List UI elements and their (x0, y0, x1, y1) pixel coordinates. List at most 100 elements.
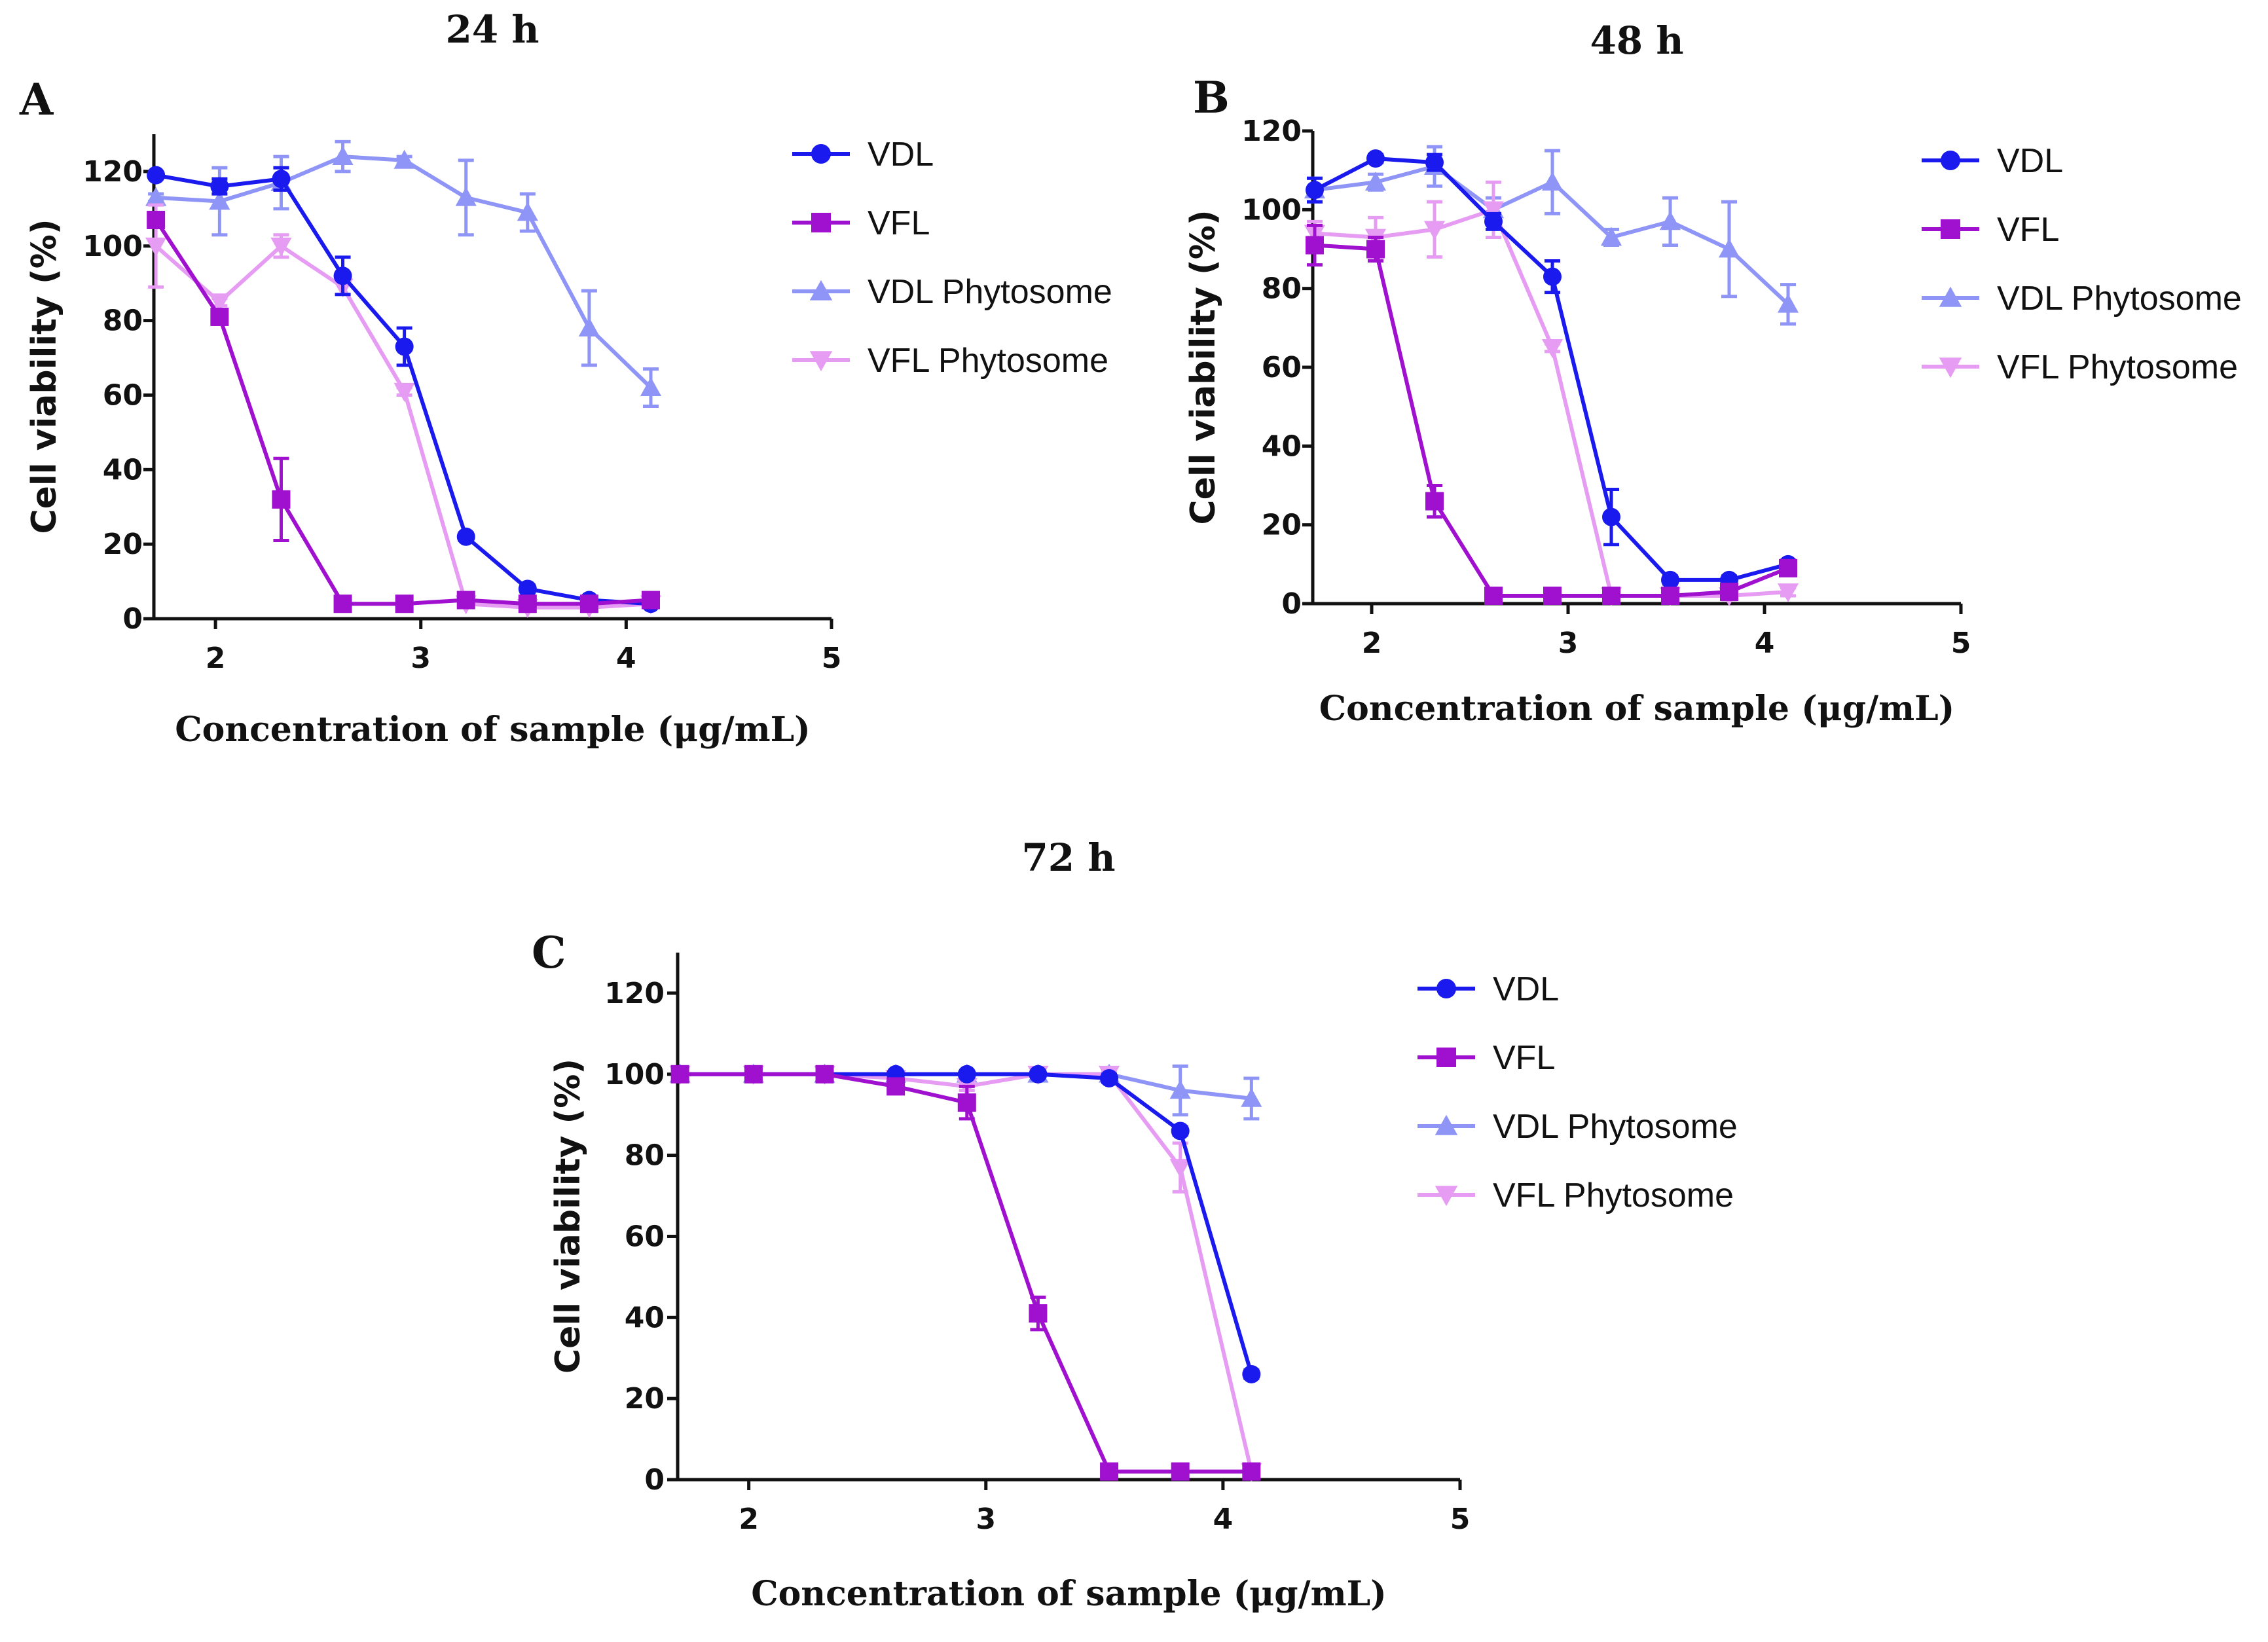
panel-b-legend-item: VDL Phytosome (1922, 280, 2242, 318)
panel-b-series-vfl-point (1543, 586, 1562, 605)
panel-c-series-vfl-point (744, 1065, 763, 1084)
panel-c-series-vfl-point (1100, 1462, 1119, 1481)
panel-b-legend-label: VDL Phytosome (1997, 280, 2242, 318)
panel-c-series-vfl-point (957, 1093, 976, 1112)
panel-c-y-tick-label: 80 (625, 1139, 665, 1173)
panel-c-series-vdl-point (1100, 1068, 1119, 1087)
panel-c-y-tick-label: 60 (625, 1220, 665, 1253)
panel-b-x-axis-label: Concentration of sample (μg/mL) (1319, 689, 1955, 729)
panel-c-series-vfl-point (1242, 1462, 1261, 1481)
panel-b-series-vfl (1306, 223, 1797, 605)
panel-a-series-vfl-point (456, 591, 475, 610)
panel-c-series-vdl-point (957, 1065, 976, 1084)
panel-a-legend-marker (809, 351, 833, 372)
panel-a-series-vdl-phytosome (145, 139, 662, 409)
panel-b-y-tick-label: 60 (1262, 351, 1302, 384)
panel-b-legend-marker (1939, 357, 1962, 378)
panel-a-series-vdl-point (210, 177, 229, 196)
panel-c-y-tick-label: 100 (604, 1058, 665, 1091)
panel-a-series-vdl-phytosome-point (145, 187, 167, 206)
panel-b-y-tick-label: 80 (1262, 272, 1302, 306)
panel-a-series-vfl-phytosome-point (209, 293, 230, 313)
panel-a-legend-label: VFL Phytosome (868, 342, 1108, 380)
panel-a: 24 h A 0 20 40 60 80 100 120 2 3 4 5 Concentration of… (19, 7, 1112, 750)
panel-b-series-vdl-line (1313, 156, 1789, 582)
panel-b-series-vfl-phytosome-point (1423, 221, 1446, 240)
panel-c-series-vfl-phytosome-line (680, 1072, 1254, 1472)
panel-c-x-axis-label: Concentration of sample (μg/mL) (751, 1574, 1387, 1614)
panel-b-y-tick-label: 0 (1281, 587, 1302, 621)
panel-b-series-vdl-point (1306, 181, 1324, 200)
panel-c-title: 72 h (1021, 835, 1115, 880)
panel-a-y-tick-label: 120 (82, 155, 143, 189)
panel-c-legend-item: VDL (1418, 970, 1559, 1008)
panel-b-series-vdl-point (1602, 507, 1620, 526)
panel-a-series-vfl-phytosome-point (393, 382, 415, 402)
panel-b-legend-marker (1941, 151, 1960, 170)
panel-c-series-vfl-point (815, 1065, 834, 1084)
panel-a-series-vfl-point (518, 594, 537, 613)
panel-c-series-vfl-point (670, 1065, 689, 1084)
panel-c-series-vfl-phytosome-point (1169, 1159, 1191, 1178)
panel-c-series-vfl-line (680, 1072, 1252, 1474)
panel-a-series-vfl-phytosome (145, 203, 662, 619)
panel-a-x-tick-label: 5 (822, 642, 842, 675)
panel-c-legend-item: VFL Phytosome (1418, 1177, 1734, 1214)
panel-b-title: 48 h (1590, 18, 1683, 63)
panel-a-y-tick-label: 0 (122, 602, 143, 636)
panel-a-y-tick-label: 60 (103, 378, 143, 412)
panel-b-x-tick-label: 5 (1951, 627, 1971, 660)
panel-b-legend-item: VFL Phytosome (1922, 348, 2238, 386)
panel-a-series-vfl-point (642, 591, 660, 610)
panel-a-legend-item: VFL (792, 204, 930, 242)
panel-a-legend-label: VFL (868, 204, 930, 242)
panel-c-y-tick-label: 20 (625, 1382, 665, 1415)
panel-a-label: A (19, 74, 54, 125)
panel-a-legend-marker (811, 213, 831, 232)
panel-c: 72 h C 0 20 40 60 80 100 120 2 3 4 5 Concentration of… (532, 835, 1738, 1614)
panel-a-series-vdl-phytosome-point (455, 187, 477, 206)
panel-b-x-tick-label: 4 (1755, 627, 1775, 660)
panel-a-series-vdl-point (147, 166, 166, 185)
panel-c-label: C (532, 927, 566, 978)
panel-a-series-vfl-point (210, 307, 229, 326)
panel-b-series-vdl (1306, 149, 1797, 589)
panel-c-legend-item: VFL (1418, 1039, 1555, 1077)
panel-b-series-vdl-phytosome-point (1659, 211, 1681, 230)
panel-a-series-vfl-point (272, 490, 291, 509)
panel-c-series-vdl-phytosome-point (1169, 1080, 1191, 1099)
panel-c-series-vfl-point (1171, 1462, 1190, 1481)
panel-b-series-vdl-phytosome-point (1600, 227, 1622, 246)
panel-c-series-vfl-point (1029, 1304, 1048, 1323)
panel-a-series-vdl-phytosome-point (578, 317, 600, 337)
panel-c-legend-label: VDL (1493, 970, 1559, 1008)
panel-b-y-tick-label: 100 (1241, 193, 1302, 227)
panel-a-series-vfl-line (154, 219, 651, 606)
panel-a-y-tick-label: 20 (103, 528, 143, 561)
panel-c-series-vfl-point (887, 1077, 905, 1096)
panel-a-series-vdl-point (395, 337, 414, 356)
panel-b-y-tick-label: 20 (1262, 509, 1302, 542)
panel-b-series-vdl-point (1425, 153, 1444, 172)
panel-b-series-vdl-phytosome-point (1777, 293, 1799, 313)
panel-a-series-vfl-phytosome-point (270, 237, 292, 257)
panel-b-series-vdl-point (1543, 267, 1562, 286)
panel-a-legend-item: VDL Phytosome (792, 273, 1112, 311)
panel-c-series-vdl-point (1171, 1122, 1190, 1140)
panel-a-legend-marker (809, 280, 833, 301)
panel-a-x-tick-label: 2 (206, 642, 226, 675)
panel-a-legend-item: VDL (792, 136, 934, 173)
panel-b-series-vfl-phytosome-point (1482, 201, 1505, 221)
panel-c-series-vfl (670, 1065, 1261, 1481)
panel-a-series-vfl-point (147, 210, 166, 229)
panel-a-legend-item: VFL Phytosome (792, 342, 1108, 380)
panel-c-series-vdl-point (1242, 1365, 1261, 1383)
panel-a-series-vdl-phytosome-point (332, 146, 354, 166)
panel-b-series-vdl-phytosome-point (1541, 172, 1564, 191)
panel-c-legend-label: VDL Phytosome (1493, 1108, 1738, 1146)
panel-a-series-vdl-phytosome-point (393, 149, 415, 169)
panel-b-series-vdl-phytosome-point (1718, 238, 1740, 258)
panel-b-legend-label: VFL Phytosome (1997, 348, 2238, 386)
panel-b-series-vfl-point (1366, 240, 1385, 259)
